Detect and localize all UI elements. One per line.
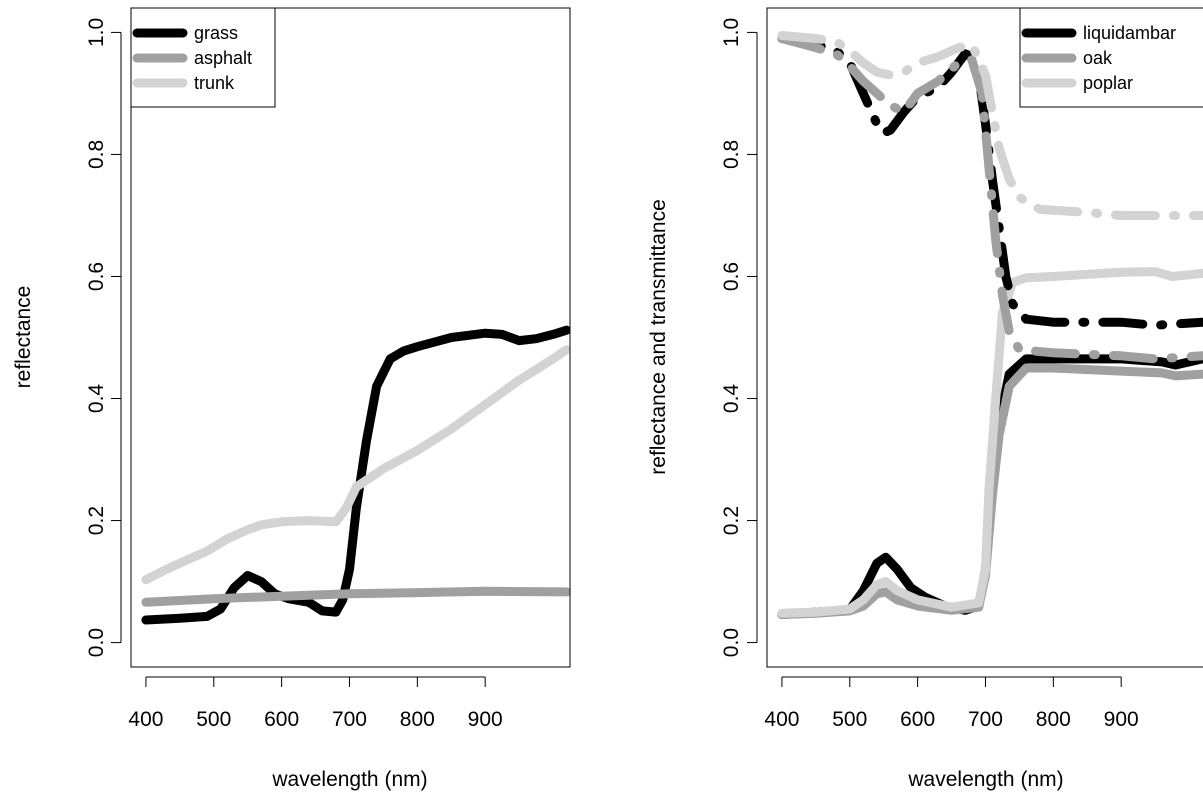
- x-tick-label: 900: [468, 708, 503, 731]
- panel-left-y-axis-label: reflectance: [12, 286, 35, 389]
- x-tick-label: 700: [332, 708, 367, 731]
- series-line-poplar-transmittance: [777, 31, 1203, 220]
- legend-label-trunk: trunk: [194, 73, 235, 93]
- panel-right-y-axis: 0.0 0.2 0.4 0.6 0.8 1.0: [720, 18, 758, 657]
- y-tick-label: 0.0: [85, 628, 108, 657]
- x-tick-label: 700: [968, 708, 1003, 731]
- y-tick-label: 0.0: [720, 628, 743, 657]
- panel-left-x-axis-label: wavelength (nm): [271, 768, 427, 791]
- y-tick-label: 0.2: [720, 506, 743, 535]
- legend-label-oak: oak: [1083, 48, 1113, 68]
- x-tick-label: 500: [196, 708, 231, 731]
- legend-label-liquidambar: liquidambar: [1083, 23, 1176, 43]
- panel-left-y-axis: 0.0 0.2 0.4 0.6 0.8 1.0: [85, 18, 122, 657]
- y-tick-label: 0.4: [720, 384, 743, 414]
- y-tick-label: 0.2: [85, 506, 108, 535]
- legend-label-asphalt: asphalt: [194, 48, 252, 68]
- x-tick-label: 600: [900, 708, 935, 731]
- series-line-asphalt: [141, 586, 570, 607]
- panel-right-y-axis-label: reflectance and transmittance: [647, 199, 670, 474]
- panel-right-series-group: [777, 31, 1203, 619]
- panel-right-series-layer: [777, 31, 1203, 619]
- panel-right: 400 500 600 700 800 900 0.0 0.2 0.4 0.6 0.8 1.0 wa…: [647, 7, 1203, 791]
- x-tick-label: 800: [400, 708, 435, 731]
- panel-left-legend: grass asphalt trunk: [130, 7, 276, 108]
- panel-right-legend: liquidambar oak poplar: [1019, 7, 1203, 108]
- panel-right-x-axis-label: wavelength (nm): [907, 768, 1063, 791]
- panel-right-plot-frame: [766, 7, 1203, 668]
- panel-right-x-axis: 400 500 600 700 800 900: [764, 676, 1139, 731]
- x-tick-label: 400: [128, 708, 163, 731]
- y-tick-label: 0.4: [85, 384, 108, 414]
- y-tick-label: 1.0: [85, 18, 108, 47]
- series-line-grass: [141, 325, 570, 625]
- y-tick-label: 0.8: [720, 140, 743, 169]
- y-tick-label: 0.8: [85, 140, 108, 169]
- x-tick-label: 500: [832, 708, 867, 731]
- x-tick-label: 900: [1104, 708, 1139, 731]
- panel-left-series-group: [141, 325, 570, 625]
- panel-left-x-axis: 400 500 600 700 800 900: [128, 676, 503, 731]
- series-line-liquidambar-transmittance: [777, 34, 1203, 330]
- series-line-trunk: [141, 345, 570, 585]
- x-tick-label: 800: [1036, 708, 1071, 731]
- y-tick-label: 0.6: [720, 262, 743, 291]
- x-tick-label: 600: [264, 708, 299, 731]
- panel-left: 400 500 600 700 800 900 0.0 0.2 0.4 0.6 0.8 1.0 wa…: [12, 7, 571, 791]
- y-tick-label: 0.6: [85, 262, 108, 291]
- panel-left-series-layer: [141, 325, 570, 625]
- x-tick-label: 400: [764, 708, 799, 731]
- series-line-poplar-reflectance: [777, 267, 1203, 618]
- y-tick-label: 1.0: [720, 18, 743, 47]
- panel-left-plot-frame: [130, 7, 571, 668]
- series-line-oak-transmittance: [777, 34, 1203, 364]
- legend-label-poplar: poplar: [1083, 73, 1133, 93]
- legend-label-grass: grass: [194, 23, 238, 43]
